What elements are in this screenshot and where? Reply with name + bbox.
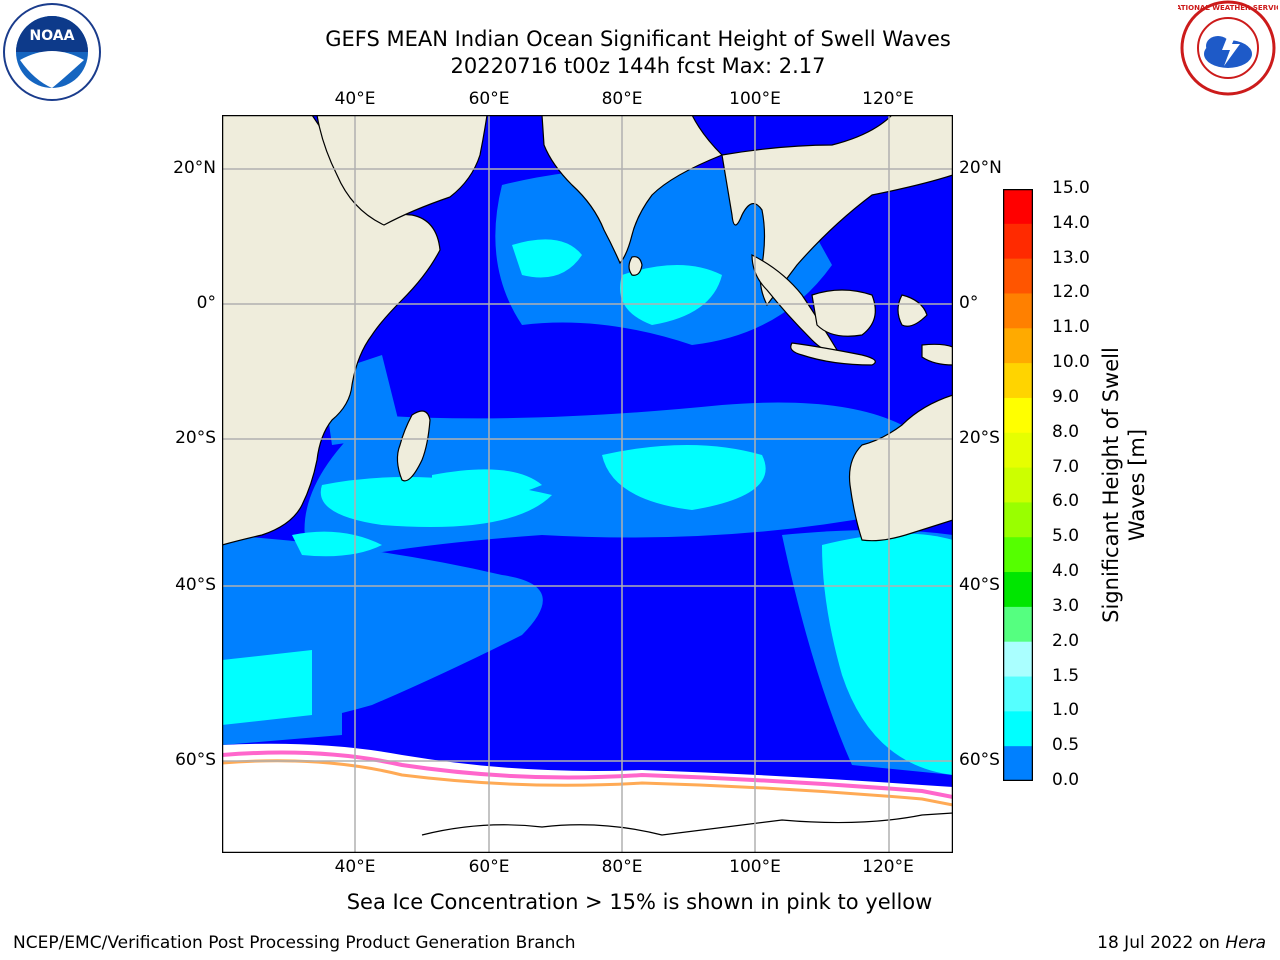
lon-label-bottom-80e: 80°E [601, 857, 643, 877]
colorbar-cell [1003, 328, 1033, 364]
colorbar-tick-label: 13.0 [1052, 247, 1090, 268]
lat-label-right-20s: 20°S [959, 428, 1000, 448]
colorbar-cell [1003, 189, 1033, 225]
colorbar-cell [1003, 397, 1033, 434]
australia-landmass [848, 394, 953, 542]
colorbar-cell [1003, 363, 1033, 399]
lat-label-right-20n: 20°N [959, 158, 1002, 178]
lon-label-top-60e: 60°E [468, 89, 510, 109]
footer-credit: NCEP/EMC/Verification Post Processing Pr… [13, 933, 576, 953]
footer-date: 18 Jul 2022 on Hera [1097, 933, 1266, 953]
noaa-logo-text: NOAA [30, 28, 75, 44]
lat-label-left-40s: 40°S [175, 575, 216, 595]
colorbar-cell [1003, 746, 1033, 781]
colorbar-tick-label: 14.0 [1052, 212, 1090, 233]
indonesia-islands-landmass [897, 294, 953, 366]
lat-label-right-0: 0° [959, 293, 979, 313]
colorbar-cell [1003, 711, 1033, 747]
sea-ice-note: Sea Ice Concentration > 15% is shown in … [346, 890, 933, 914]
sea-ice-edge-inner [222, 759, 953, 807]
madagascar-landmass [396, 410, 431, 482]
colorbar-tick-label: 0.0 [1052, 770, 1080, 790]
colorbar-cell [1003, 258, 1033, 294]
antarctica-coastline [421, 812, 953, 836]
colorbar-tick-label: 11.0 [1052, 317, 1090, 338]
colorbar-cell [1003, 432, 1033, 469]
lon-label-top-100e: 100°E [729, 89, 781, 109]
colorbar-tick-label: 7.0 [1052, 456, 1080, 477]
sea-ice-region [222, 743, 953, 853]
lon-label-top-40e: 40°E [334, 89, 376, 109]
colorbar-cell [1003, 293, 1033, 329]
colorbar-tick-label: 6.0 [1052, 491, 1080, 512]
nws-logo: NATIONAL WEATHER SERVICE [1178, 0, 1278, 96]
colorbar-tick-label: 8.0 [1052, 421, 1080, 442]
colorbar-label: Significant Height of Swell Waves [m] [1099, 347, 1149, 623]
colorbar-cell [1003, 606, 1033, 643]
colorbar-tick-label: 1.0 [1052, 700, 1080, 721]
colorbar-cell [1003, 676, 1033, 712]
lon-label-top-80e: 80°E [601, 89, 643, 109]
lat-label-left-20s: 20°S [175, 428, 216, 448]
lon-label-bottom-120e: 120°E [862, 857, 914, 877]
swell-zone-high [222, 239, 953, 775]
lat-label-right-60s: 60°S [959, 750, 1000, 770]
colorbar-tick-label: 1.5 [1052, 665, 1080, 686]
colorbar-cell [1003, 537, 1033, 573]
map-plot[interactable] [222, 115, 953, 853]
colorbar-tick-label: 4.0 [1052, 561, 1080, 582]
lat-label-left-20n: 20°N [173, 158, 216, 178]
colorbar-tick-label: 10.0 [1052, 352, 1090, 373]
footer-date-text: 18 Jul 2022 on [1097, 933, 1226, 953]
lon-label-bottom-40e: 40°E [334, 857, 376, 877]
lat-label-left-0: 0° [196, 293, 216, 313]
lon-label-bottom-60e: 60°E [468, 857, 510, 877]
noaa-logo: NOAA [3, 3, 101, 101]
lat-label-left-60s: 60°S [175, 750, 216, 770]
colorbar-cell [1003, 467, 1033, 503]
india-landmass [541, 115, 724, 265]
sri-lanka-landmass [628, 256, 643, 276]
sea-ice-edge [222, 750, 953, 799]
colorbar-tick-label: 3.0 [1052, 595, 1080, 616]
lat-label-right-40s: 40°S [959, 575, 1000, 595]
java-landmass [790, 342, 876, 366]
footer-host: Hera [1225, 933, 1266, 953]
colorbar [1003, 189, 1033, 781]
lon-label-bottom-100e: 100°E [729, 857, 781, 877]
colorbar-cell [1003, 641, 1033, 678]
colorbar-tick-label: 2.0 [1052, 630, 1080, 651]
map-graticule [222, 115, 953, 853]
arabia-landmass [316, 115, 488, 226]
nws-logo-text: NATIONAL WEATHER SERVICE [1178, 4, 1278, 12]
colorbar-tick-label: 15.0 [1052, 178, 1090, 198]
colorbar-tick-label: 12.0 [1052, 282, 1090, 303]
title-line-1: GEFS MEAN Indian Ocean Significant Heigh… [325, 27, 951, 51]
colorbar-tick-label: 9.0 [1052, 386, 1080, 407]
title-line-2: 20220716 t00z 144h fcst Max: 2.17 [450, 54, 826, 78]
colorbar-tick-label: 0.5 [1052, 735, 1080, 756]
colorbar-tick-label: 5.0 [1052, 526, 1080, 547]
colorbar-cell [1003, 223, 1033, 260]
colorbar-cell [1003, 502, 1033, 538]
colorbar-cell [1003, 572, 1033, 608]
borneo-landmass [811, 289, 876, 337]
lon-label-top-120e: 120°E [862, 89, 914, 109]
